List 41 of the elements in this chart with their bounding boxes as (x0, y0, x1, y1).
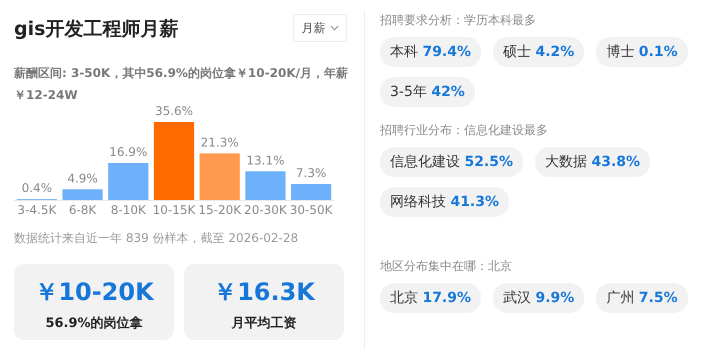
chart-subtitle: 薪酬区间: 3-50K，其中56.9%的岗位拿￥10-20K/月，年薪￥12-24W (14, 66, 348, 102)
x-tick-label: 10-15K (152, 203, 196, 217)
x-tick-label: 20-30K (244, 203, 288, 217)
text: 本科 79.4% (380, 37, 482, 67)
x-tick-label: 30-50K (290, 203, 334, 217)
data-label: 0.4% (22, 181, 52, 196)
bar (62, 189, 103, 200)
text: 招聘要求分析：学历本科最多 (380, 12, 537, 29)
text: 武汉 9.9% (493, 283, 584, 313)
data-label: 35.6% (154, 104, 194, 118)
bar (245, 171, 286, 200)
text: ￥10-20K (33, 277, 156, 308)
text: 博士 0.1% (596, 37, 688, 67)
text: 信息化建设 52.5% (380, 147, 524, 177)
text: ￥16.3K (212, 277, 316, 308)
chart-title: gis开发工程师月薪 (14, 17, 178, 42)
text: 北京 17.9% (380, 283, 482, 313)
text: 3-5年 42% (380, 77, 475, 107)
text: 大数据 43.8% (535, 147, 650, 177)
text: 月薪 (293, 14, 347, 42)
text: 招聘行业分布：信息化建设最多 (380, 122, 549, 139)
bar (291, 184, 332, 200)
text: 网络科技 41.3% (380, 187, 510, 217)
data-label: 4.9% (67, 171, 98, 186)
bar (154, 122, 194, 200)
data-label: 16.9% (109, 144, 148, 159)
data-label: 13.1% (246, 153, 284, 168)
x-tick-label: 6-8K (68, 203, 98, 217)
data-label: 7.3% (296, 166, 326, 180)
text: 硕士 4.2% (493, 37, 584, 67)
bar (200, 153, 240, 200)
x-tick-label: 3-4.5K (17, 203, 58, 217)
bar (108, 162, 148, 200)
data-label: 21.3% (200, 135, 239, 150)
text: 56.9%的岗位拿 (44, 315, 144, 332)
x-tick-label: 8-10K (110, 203, 147, 217)
text: 广州 7.5% (596, 283, 688, 313)
x-tick-label: 15-20K (198, 203, 242, 217)
text: 数据统计来自近一年 839 份样本，截至 2026-02-28 (14, 230, 298, 247)
text: 地区分布集中在哪：北京 (380, 258, 513, 275)
text: 月平均工资 (230, 315, 298, 332)
